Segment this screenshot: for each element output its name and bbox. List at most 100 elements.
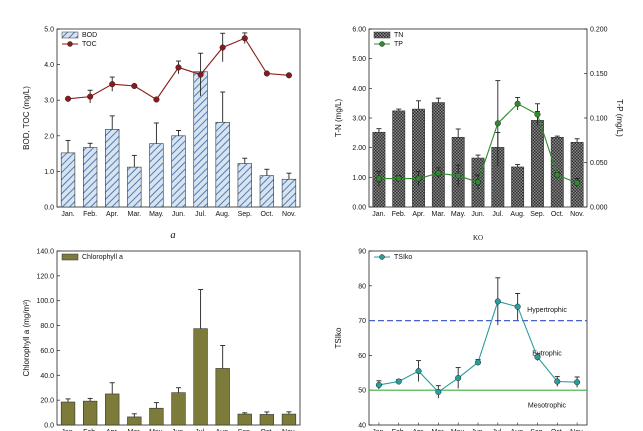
data-point	[455, 172, 462, 179]
x-tick-label: Jul.	[492, 211, 503, 218]
bar	[127, 416, 142, 426]
y-tick-label: 0.00	[352, 205, 366, 212]
chart-panel-a: 0.0 1.0 2.0 3.0 4.0 5.0 BOD, TOC (mg/L) Jan. Feb…	[22, 27, 301, 218]
data-point	[514, 303, 521, 310]
data-point	[109, 81, 116, 88]
y2-tick-label: 0.050	[590, 160, 608, 167]
bar	[215, 121, 230, 208]
x-tick-label: Aug.	[510, 429, 524, 431]
y-axis-label: BOD, TOC (mg/L)	[22, 86, 31, 150]
y-tick-label: 3.00	[352, 116, 366, 123]
legend-swatch	[61, 31, 79, 39]
chart-panel-b: 0.00 1.00 2.00 3.00 4.00 5.00 6.00 T-N (mg/L) 0.…	[334, 27, 624, 219]
x-tick-label: Feb.	[392, 429, 406, 431]
bar	[105, 129, 120, 208]
x-tick-label: Oct.	[260, 211, 273, 218]
x-tick-label: Feb.	[392, 211, 406, 218]
x-tick-label: Nov.	[570, 429, 584, 431]
y-tick-label: 1.0	[44, 169, 54, 176]
region-label: Mesotrophic	[528, 403, 567, 410]
x-tick-label: Oct.	[551, 211, 564, 218]
data-point	[64, 95, 72, 102]
x-tick-label: Jun.	[471, 429, 484, 431]
data-point	[514, 100, 521, 107]
y-tick-label: 2.00	[352, 145, 366, 152]
x-tick-label: Feb.	[83, 429, 97, 431]
chart-panel-d: KO 40 50 60 70 80 90 TSIko Jan. Feb. Apr. Mar. May. J…	[334, 234, 588, 431]
y-tick-label: 100.0	[36, 298, 54, 305]
data-point	[219, 44, 226, 51]
data-point	[375, 175, 382, 182]
bar	[82, 147, 98, 208]
bar	[237, 163, 252, 208]
x-tick-label: Mar.	[432, 211, 446, 218]
bar	[127, 166, 142, 208]
x-tick-label: Jul.	[195, 211, 206, 218]
x-tick-label: Jun.	[172, 211, 185, 218]
y-tick-label: 4.0	[44, 62, 54, 69]
y-tick-label: 5.00	[352, 56, 366, 63]
x-tick-label: Sep.	[530, 429, 544, 431]
region-label: Hypertrophic	[527, 307, 567, 314]
x-tick-label: Sep.	[238, 211, 252, 218]
data-point	[435, 388, 442, 395]
y-tick-label: 5.0	[44, 27, 54, 34]
data-point	[435, 170, 442, 177]
bar	[193, 328, 208, 426]
bar	[372, 131, 386, 208]
x-tick-label: Jan.	[61, 429, 74, 431]
x-tick-label: Jul.	[195, 429, 206, 431]
legend-marker	[379, 254, 385, 260]
data-point	[415, 368, 422, 375]
x-tick-label: Aug.	[215, 429, 229, 431]
y-tick-label: 60.0	[40, 348, 54, 355]
region-label: Eutrophic	[532, 350, 562, 357]
x-tick-label: Sep.	[238, 429, 252, 431]
x-tick-label: Jun.	[172, 429, 185, 431]
legend-label: BOD	[82, 32, 97, 39]
bar	[531, 120, 544, 208]
chart-title-italic: a	[170, 230, 175, 241]
data-point	[197, 71, 204, 78]
x-tick-label: May.	[149, 211, 164, 218]
legend-label: TSIko	[394, 254, 412, 261]
bar	[431, 102, 445, 208]
y-tick-label: 0.0	[44, 423, 54, 430]
x-tick-label: Jun.	[471, 211, 484, 218]
legend-swatch	[61, 253, 79, 261]
x-tick-label: Oct.	[260, 429, 273, 431]
x-tick-label: Feb.	[83, 211, 97, 218]
bar	[82, 400, 98, 426]
bar	[215, 368, 230, 426]
x-tick-label: Oct.	[551, 429, 564, 431]
y-tick-label: 4.00	[352, 86, 366, 93]
legend-label: TOC	[82, 41, 97, 48]
data-point	[395, 378, 402, 385]
data-point	[395, 175, 402, 182]
y2-axis-label: T-P (mg/L)	[615, 99, 624, 137]
y-axis-label: Chlorophyll a (mg/m³)	[22, 299, 31, 376]
y2-tick-label: 0.100	[590, 116, 608, 123]
data-point	[375, 381, 382, 389]
x-tick-label: Mar.	[128, 211, 142, 218]
data-point	[494, 298, 501, 305]
x-tick-label: Jan.	[61, 211, 74, 218]
y-tick-label: 90	[358, 249, 366, 256]
bar	[237, 413, 252, 426]
data-point	[534, 354, 541, 361]
chart-title: a	[170, 230, 175, 241]
series-line	[378, 300, 578, 393]
bar	[149, 143, 164, 208]
data-point	[474, 359, 482, 366]
data-point	[554, 171, 561, 179]
y-axis-label: TSIko	[334, 327, 343, 348]
data-point	[153, 96, 160, 103]
x-tick-label: Jan.	[372, 211, 385, 218]
data-point	[554, 378, 561, 385]
y-tick-label: 120.0	[36, 273, 54, 280]
y-tick-label: 140.0	[36, 249, 54, 256]
bar	[171, 392, 186, 426]
data-point	[574, 179, 581, 187]
y-tick-label: 80.0	[40, 323, 54, 330]
